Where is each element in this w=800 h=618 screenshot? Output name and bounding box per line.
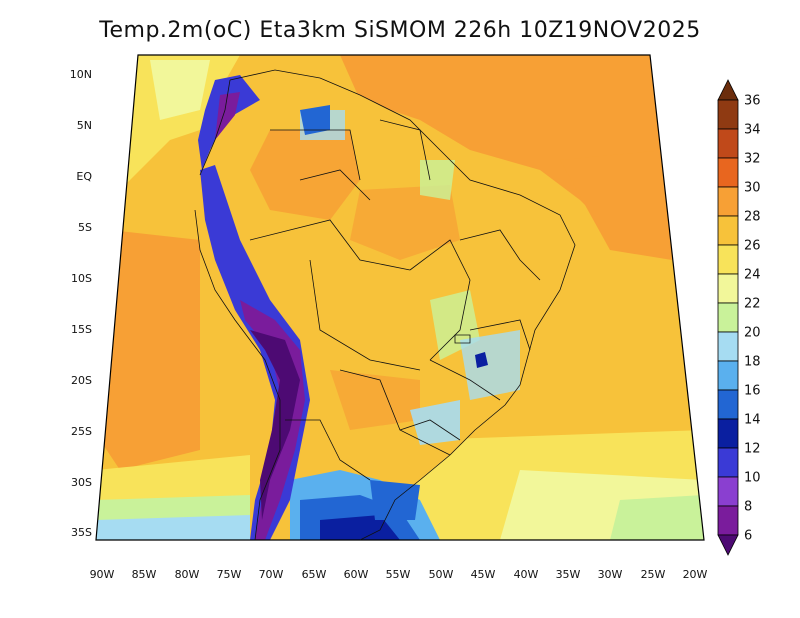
lon-label: 40W bbox=[514, 568, 539, 581]
colorbar-label: 12 bbox=[744, 442, 761, 457]
lon-label: 85W bbox=[132, 568, 157, 581]
colorbar-swatch bbox=[717, 79, 739, 101]
colorbar-swatch bbox=[717, 215, 739, 246]
colorbar: 36 34 32 30 28 26 24 22 20 18 16 14 12 10 8 6 bbox=[717, 79, 761, 556]
colorbar-swatch bbox=[717, 360, 739, 391]
lat-label: EQ bbox=[76, 170, 92, 183]
lat-label: 10N bbox=[70, 68, 92, 81]
map-frame bbox=[95, 54, 705, 541]
colorbar-label: 8 bbox=[744, 500, 752, 515]
colorbar-swatch bbox=[717, 476, 739, 507]
colorbar-swatch bbox=[717, 128, 739, 159]
colorbar-label: 16 bbox=[744, 384, 761, 399]
colorbar-swatch bbox=[717, 447, 739, 478]
lon-label: 70W bbox=[259, 568, 284, 581]
colorbar-swatch bbox=[717, 244, 739, 275]
colorbar-label: 6 bbox=[744, 529, 752, 544]
colorbar-swatch bbox=[717, 273, 739, 304]
lon-label: 65W bbox=[302, 568, 327, 581]
colorbar-label: 30 bbox=[744, 181, 761, 196]
colorbar-swatch bbox=[717, 418, 739, 449]
colorbar-swatch bbox=[717, 331, 739, 362]
lon-label: 30W bbox=[598, 568, 623, 581]
colorbar-label: 26 bbox=[744, 239, 761, 254]
colorbar-swatch bbox=[717, 99, 739, 130]
lat-label: 20S bbox=[71, 374, 92, 387]
lon-label: 35W bbox=[556, 568, 581, 581]
latitude-axis: 10N 5N EQ 5S 10S 15S 20S 25S 30S 35S bbox=[70, 68, 93, 539]
lon-label: 60W bbox=[344, 568, 369, 581]
lon-label: 75W bbox=[217, 568, 242, 581]
lat-label: 25S bbox=[71, 425, 92, 438]
lat-label: 30S bbox=[71, 476, 92, 489]
colorbar-label: 10 bbox=[744, 471, 761, 486]
temperature-field bbox=[96, 55, 704, 540]
colorbar-label: 34 bbox=[744, 123, 761, 138]
lat-label: 5S bbox=[78, 221, 92, 234]
lon-label: 25W bbox=[641, 568, 666, 581]
lon-label: 45W bbox=[471, 568, 496, 581]
colorbar-label: 36 bbox=[744, 94, 761, 109]
colorbar-swatch bbox=[717, 157, 739, 188]
lat-label: 15S bbox=[71, 323, 92, 336]
lon-label: 50W bbox=[429, 568, 454, 581]
colorbar-label: 28 bbox=[744, 210, 761, 225]
colorbar-swatch bbox=[717, 534, 739, 556]
political-boundaries bbox=[194, 69, 576, 540]
colorbar-swatch bbox=[717, 389, 739, 420]
colorbar-swatch bbox=[717, 505, 739, 536]
colorbar-label: 20 bbox=[744, 326, 761, 341]
colorbar-swatch bbox=[717, 302, 739, 333]
lon-label: 55W bbox=[386, 568, 411, 581]
lat-label: 35S bbox=[71, 526, 92, 539]
colorbar-swatch bbox=[717, 186, 739, 217]
lat-label: 10S bbox=[71, 272, 92, 285]
map-title: Temp.2m(oC) Eta3km SiSMOM 226h 10Z19NOV2… bbox=[99, 18, 701, 43]
colorbar-label: 14 bbox=[744, 413, 761, 428]
colorbar-label: 18 bbox=[744, 355, 761, 370]
longitude-axis: 90W 85W 80W 75W 70W 65W 60W 55W 50W 45W … bbox=[90, 568, 708, 581]
lat-label: 5N bbox=[77, 119, 92, 132]
colorbar-label: 32 bbox=[744, 152, 761, 167]
colorbar-label: 22 bbox=[744, 297, 761, 312]
lon-label: 90W bbox=[90, 568, 115, 581]
colorbar-label: 24 bbox=[744, 268, 761, 283]
lon-label: 20W bbox=[683, 568, 708, 581]
lon-label: 80W bbox=[175, 568, 200, 581]
